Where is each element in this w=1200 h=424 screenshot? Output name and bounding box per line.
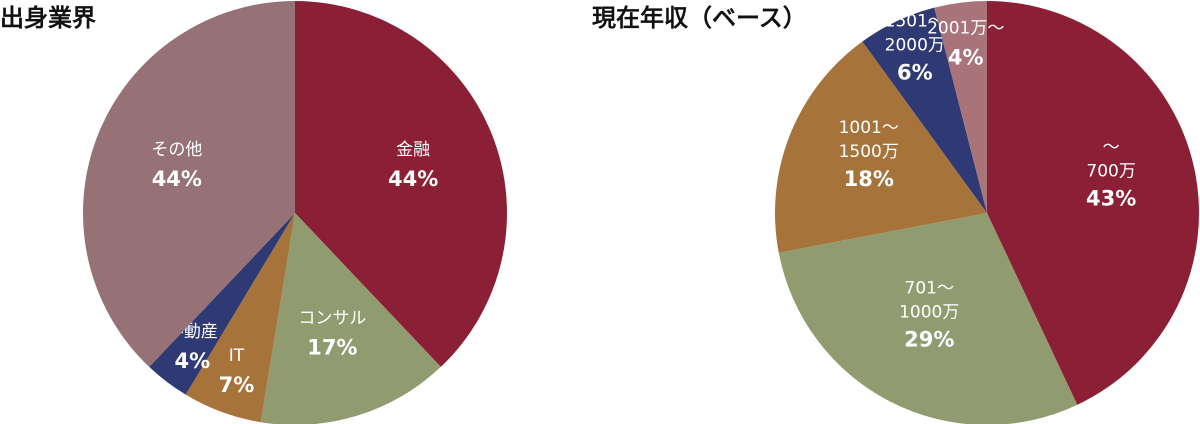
value-label: 44% (152, 167, 202, 191)
pie-slice (295, 1, 508, 367)
value-label: 7% (219, 373, 255, 397)
pie-slice (149, 213, 295, 395)
slice-label: IT (229, 346, 245, 366)
slice-label: 701～ 1000万 (899, 278, 959, 322)
value-label: 43% (1086, 186, 1136, 210)
slice-label: ～ 700万 (1086, 137, 1135, 181)
chart-title: 現在年収（ベース） (592, 4, 807, 32)
pie-slice (260, 213, 441, 424)
slice-label: その他 (151, 140, 202, 160)
value-label: 17% (307, 336, 357, 360)
pie-slice (862, 7, 987, 213)
value-label: 44% (388, 167, 438, 191)
slice-label: 1001～ 1500万 (839, 118, 899, 162)
slice-label: 1501～ 2000万 (885, 12, 945, 56)
pie-slice (775, 41, 987, 253)
slice-label: コンサル (298, 309, 366, 329)
pie-slice (185, 213, 295, 423)
slice-label: 2001万～ (927, 19, 1004, 39)
pie-slice (82, 1, 295, 367)
value-label: 29% (904, 327, 954, 351)
pie-slice (778, 213, 1078, 424)
value-label: 4% (948, 46, 984, 70)
chart-title: 出身業界 (0, 4, 96, 32)
pie-slice (934, 1, 987, 213)
slice-label: 金融 (396, 140, 430, 160)
value-label: 6% (897, 61, 933, 85)
pie-slice (987, 1, 1199, 405)
value-label: 18% (844, 167, 894, 191)
value-label: 4% (175, 349, 211, 373)
